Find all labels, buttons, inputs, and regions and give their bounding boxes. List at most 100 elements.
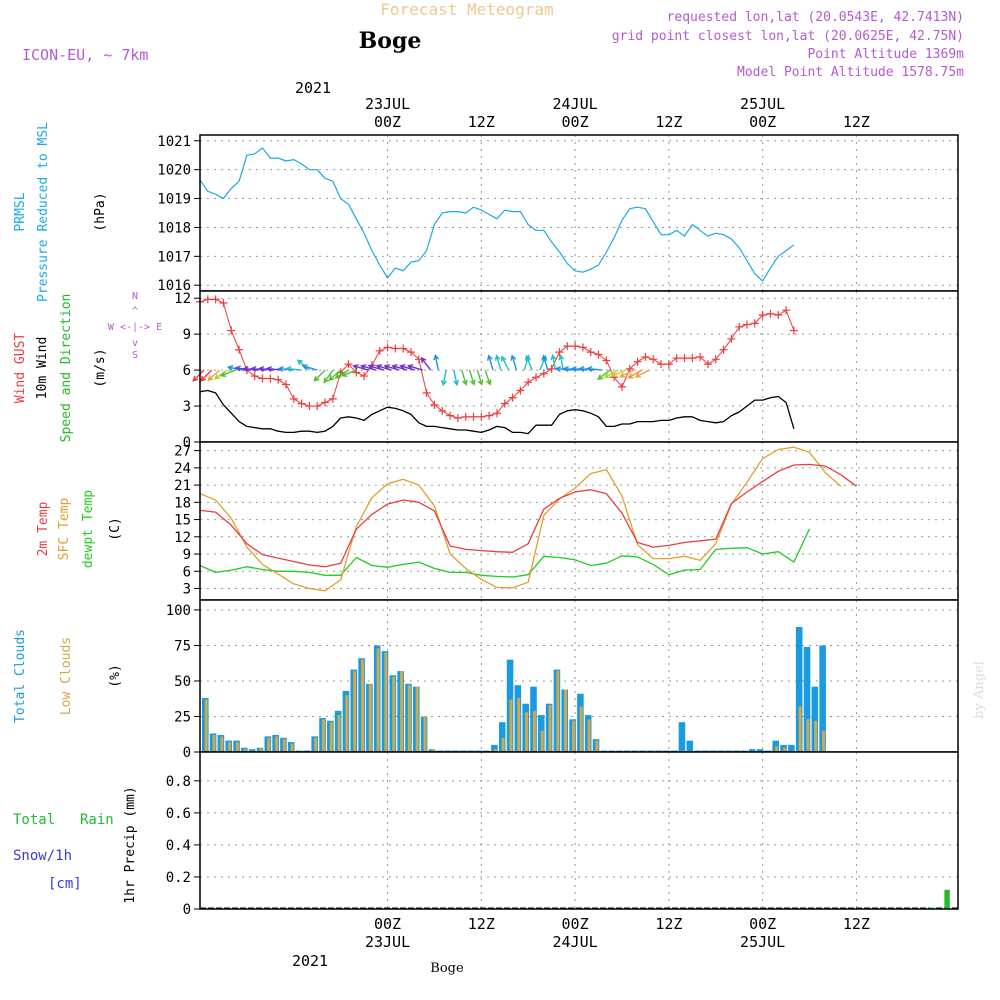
wind-gust-marker [750,319,759,328]
wind-direction-arrow [399,364,416,371]
low-cloud-bar [822,730,825,752]
wind-direction-arrow [226,364,244,371]
bottom-hour-label: 12Z [655,915,682,933]
wind-gust-marker [328,394,337,403]
plot-background [200,135,958,291]
low-cloud-bar [353,671,357,752]
wind-direction-arrow [219,369,236,377]
top-year-label: 2021 [295,79,331,97]
low-cloud-bar [235,742,239,752]
wind-gust-marker [680,354,689,363]
wind-direction-arrow [391,364,408,371]
low-cloud-bar [775,746,779,752]
temp-unit: (C) [108,517,123,540]
wind-gust-marker [305,402,314,411]
y-tick-label: 0.8 [166,774,191,790]
low-cloud-bar [204,699,208,752]
wind-gust-marker [344,360,353,369]
top-date-label: 25JUL [740,95,785,113]
wind-direction-arrow [257,366,275,373]
wind-direction-arrow [328,369,342,381]
low-cloud-bar [314,737,318,752]
pressure-panel: 1016 1017 1018 1019 1020 1021 [157,134,959,294]
low-cloud-bar [376,648,380,752]
bottom-date-label: 24JUL [553,933,598,951]
wind-gust-marker [571,342,580,351]
y-tick-label: 9 [183,327,191,343]
plot-background [200,752,958,909]
wind-gust-marker [492,409,501,418]
wind-gust-marker [508,393,517,402]
sfc-temp-line [199,446,842,592]
wind-direction-arrow [510,354,518,371]
total-cloud-bar [811,686,819,752]
wind-gust-marker [266,374,275,383]
low-cloud-bar [392,676,396,752]
low-cloud-bar [290,743,294,752]
grid-point-coords: grid point closest lon,lat (20.0625E, 42… [612,29,964,44]
low-cloud-bar [571,720,575,752]
watermark: by Angel [972,661,987,719]
low-cloud-bar [579,706,583,752]
compass-north: N [132,291,138,302]
y-tick-label: 15 [174,513,191,529]
wind-direction-arrow [461,369,468,386]
top-date-label: 24JUL [553,95,598,113]
top-hour-label: 12Z [468,113,495,131]
wind-speed-line [199,389,795,435]
low-cloud-bar [595,740,599,752]
y-tick-label: 9 [183,547,191,563]
y-tick-label: 0 [183,435,191,451]
bottom-date-label: 23JUL [365,933,410,951]
pressure-line [199,147,795,282]
low-cloud-bar [517,698,521,752]
low-cloud-bar [587,719,591,752]
wind-direction-arrow [301,364,318,371]
low-cloud-bar [384,652,388,752]
wind-direction-arrow [375,364,392,371]
bottom-hour-label: 00Z [562,915,589,933]
requested-coords: requested lon,lat (20.0543E, 42.7413N) [667,10,964,25]
y-tick-label: 24 [174,461,191,477]
wind-gust-marker [594,350,603,359]
total-cloud-bar [749,749,756,752]
wind-gust-marker [297,399,306,408]
low-cloud-bar [282,739,286,752]
wind-gust-marker [383,343,392,352]
total-cloud-bar [686,740,694,752]
temp-sfc-label: SFC Temp [57,498,72,561]
wind-gust-marker [727,334,736,343]
top-hour-label: 00Z [749,113,776,131]
low-cloud-bar [423,716,427,752]
low-cloud-bar [212,734,216,752]
total-cloud-bar [803,646,811,752]
cloud-panel: 0 25 50 75 100 [166,599,959,761]
cloud-panel-labels: Total Clouds Low Clouds (%) [13,629,123,723]
model-label: ICON-EU, ~ 7km [22,46,148,64]
wind-direction-arrow [200,369,213,382]
top-hour-label: 00Z [562,113,589,131]
wind-direction-arrow [562,366,580,373]
wind-gust-marker [375,346,384,355]
wind-gust-marker [555,348,564,357]
wind-direction-arrow [341,369,357,377]
wind-gust-marker [219,298,228,307]
total-cloud-bar [819,645,826,752]
wind-gust-marker [461,412,470,421]
panel-frame [199,751,959,910]
wind-panel-labels: Wind GUST 10m Wind Speed and Direction (… [13,291,162,442]
low-cloud-bar [798,706,802,752]
wind-gust-marker [711,355,720,364]
wind-direction-arrow [597,369,611,380]
compass-south: S [132,350,138,361]
wind-gust-marker [774,310,783,319]
low-cloud-bar [228,742,232,752]
wind-gust-marker [399,344,408,353]
wind-direction-arrow [441,369,447,387]
temp-2m-label: 2m Temp [36,501,51,556]
low-cloud-bar [493,749,497,752]
wind-gust-marker [578,343,587,352]
y-tick-label: 12 [174,291,191,307]
wind-gust-marker [532,373,541,382]
